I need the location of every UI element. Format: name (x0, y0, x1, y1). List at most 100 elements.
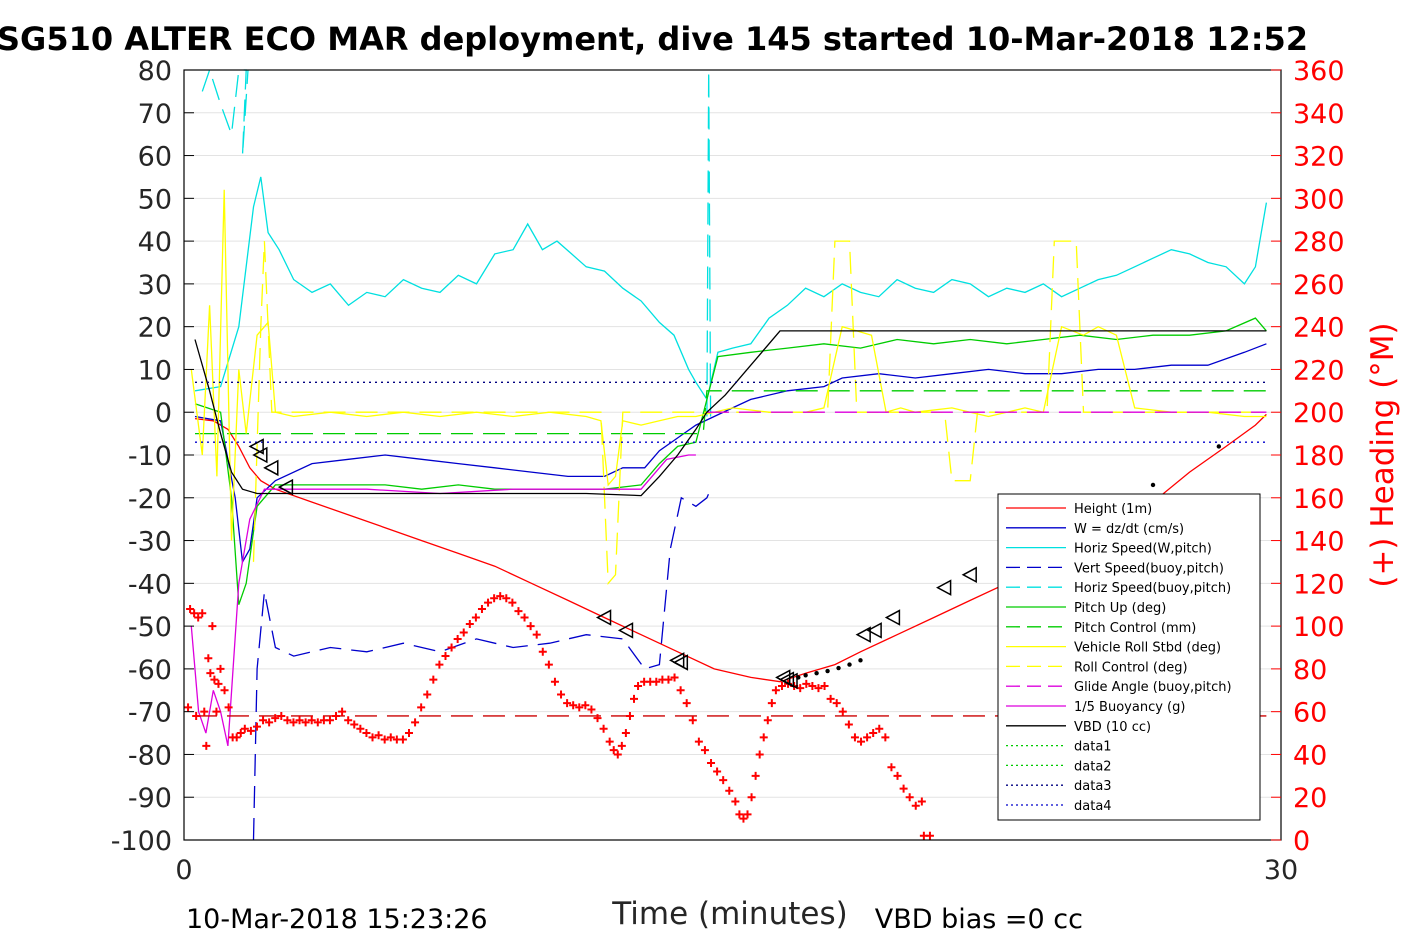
heading-point (682, 699, 691, 708)
heading-point (471, 613, 480, 622)
heading-point (313, 718, 322, 727)
legend-label: 1/5 Buoyancy (g) (1074, 700, 1185, 715)
legend-label: Pitch Up (deg) (1074, 601, 1166, 616)
heading-point (259, 716, 268, 725)
heading-point (356, 724, 365, 733)
legend-label: data1 (1074, 740, 1112, 755)
heading-point (325, 716, 334, 725)
heading-point (621, 729, 630, 738)
heading-tick-label: 160 (1293, 484, 1345, 515)
heading-point (240, 724, 249, 733)
heading-point (826, 694, 835, 703)
legend-label: data2 (1074, 759, 1112, 774)
heading-point (206, 669, 215, 678)
heading-point (190, 609, 199, 618)
heading-point (735, 810, 744, 819)
y-tick-label: 70 (138, 99, 172, 130)
heading-point (423, 690, 432, 699)
triangle-marker (672, 654, 689, 671)
y-tick-label: 10 (138, 355, 172, 386)
legend-label: Pitch Control (mm) (1074, 621, 1196, 636)
y-tick-label: -40 (128, 569, 172, 600)
black-dot-marker (825, 668, 830, 674)
heading-point (664, 675, 673, 684)
heading-point (899, 784, 908, 793)
x-axis-label: Time (minutes) (611, 896, 847, 932)
heading-point (802, 679, 811, 688)
triangle-marker (248, 438, 264, 455)
heading-point (236, 729, 245, 738)
black-dot-marker (836, 665, 841, 671)
black-dot-marker (803, 673, 808, 678)
heading-point (232, 733, 241, 742)
series-horiz_buoy (201, 67, 249, 156)
heading-point (771, 686, 780, 695)
heading-point (739, 814, 748, 823)
series-roll_ctrl (252, 240, 1267, 585)
heading-point (441, 652, 450, 661)
heading-point (630, 694, 638, 703)
triangle-marker (961, 566, 977, 584)
legend-label: W = dz/dt (cm/s) (1074, 522, 1184, 537)
heading-point (850, 733, 859, 742)
heading-point (743, 810, 752, 819)
heading-point (526, 622, 535, 631)
heading-point (204, 654, 213, 663)
legend-label: Glide Angle (buoy,pitch) (1074, 680, 1232, 695)
heading-tick-label: 240 (1293, 313, 1345, 344)
series-vbd (194, 330, 1267, 497)
y-tick-label: 40 (138, 227, 172, 258)
series-layer (190, 67, 1268, 841)
black-dot-marker (858, 658, 863, 663)
heading-point (676, 686, 685, 695)
heading-point (707, 759, 716, 767)
series-w (194, 343, 1267, 564)
triangle-marker (855, 626, 871, 643)
series-vert_buoy (252, 488, 712, 841)
heading-point (265, 718, 274, 727)
footer-vbd-bias: VBD bias =0 cc (875, 904, 1083, 935)
y-tick-label: 80 (138, 56, 172, 87)
heading-point (192, 711, 201, 720)
heading-point (759, 733, 768, 742)
heading-point (289, 718, 298, 727)
heading-point (252, 722, 261, 731)
heading-point (887, 763, 896, 772)
heading-point (557, 690, 566, 699)
heading-point (869, 729, 878, 738)
triangle-marker (252, 446, 268, 464)
heading-point (609, 746, 618, 755)
triangle-marker (263, 459, 279, 477)
heading-point (688, 716, 697, 725)
heading-point (459, 628, 468, 637)
heading-point (538, 647, 547, 656)
legend-label: VBD (10 cc) (1074, 720, 1151, 735)
heading-point (747, 793, 756, 802)
heading-point (496, 592, 505, 601)
heading-point (863, 733, 872, 742)
heading-point (386, 733, 395, 742)
heading-point (490, 594, 499, 603)
heading-point (925, 831, 934, 840)
chart-title: SG510 ALTER ECO MAR deployment, dive 145… (0, 20, 1308, 58)
y-tick-label: -80 (128, 740, 172, 771)
heading-point (652, 677, 661, 686)
heading-point (905, 793, 914, 802)
footer-timestamp: 10-Mar-2018 15:23:26 (186, 904, 488, 935)
black-dot-marker (847, 662, 852, 667)
heading-point (224, 703, 233, 712)
triangle-marker (277, 478, 294, 496)
heading-point (808, 682, 817, 690)
left-axis: 80 70 60 50 40 30 20 10 0 -10 -20 -30 -40 -50 -60 -70 -8… (111, 56, 194, 857)
heading-point (563, 699, 572, 708)
y-tick-label: 30 (138, 270, 172, 301)
heading-point (751, 771, 760, 780)
heading-tick-label: 340 (1293, 99, 1345, 130)
legend-label: Height (1m) (1074, 502, 1152, 517)
y-tick-label: 60 (138, 142, 172, 173)
y-tick-label: -30 (128, 527, 172, 558)
right-axis-label: (+) Heading (°M) (1365, 322, 1401, 587)
heading-point (719, 776, 728, 785)
heading-point (814, 684, 823, 693)
